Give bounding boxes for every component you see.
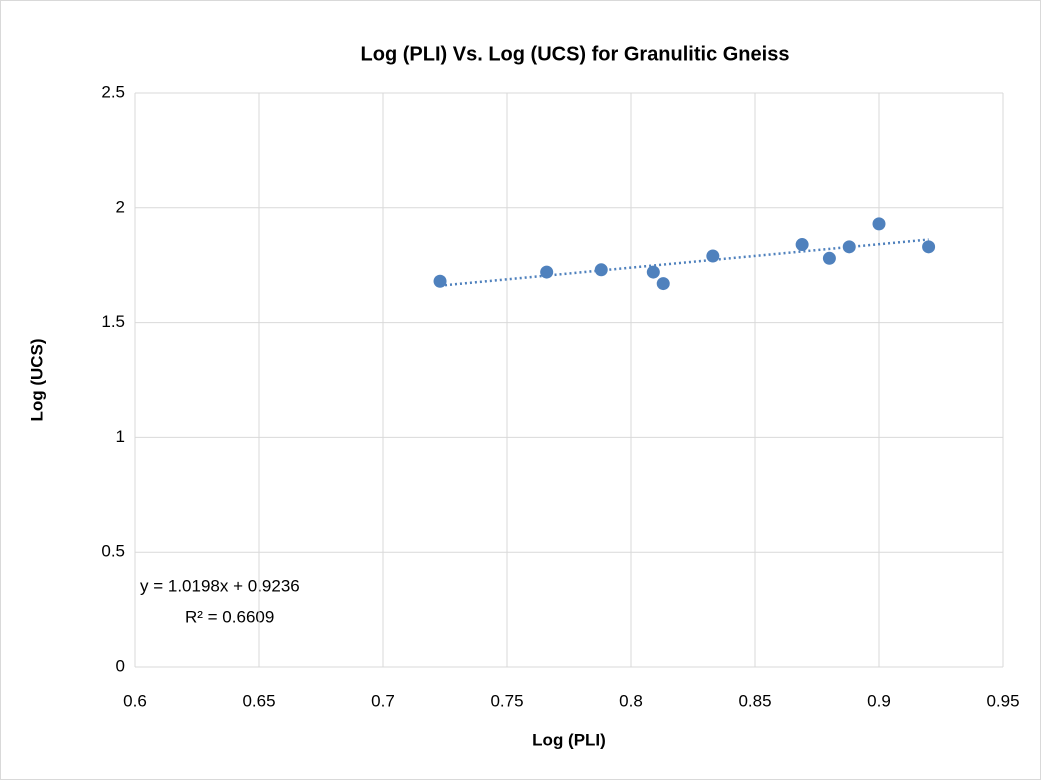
point xyxy=(656,277,670,291)
point xyxy=(646,265,660,279)
x-tick-label: 0.75 xyxy=(490,691,523,710)
y-tick-label: 0 xyxy=(116,656,125,675)
point xyxy=(594,263,608,277)
x-tick-label: 0.85 xyxy=(738,691,771,710)
x-tick-label: 0.8 xyxy=(619,691,643,710)
point xyxy=(922,240,936,254)
x-axis-label: Log (PLI) xyxy=(532,730,606,749)
point xyxy=(540,265,554,279)
x-tick-label: 0.95 xyxy=(986,691,1019,710)
point xyxy=(842,240,856,254)
point xyxy=(433,274,447,288)
y-tick-label: 1.5 xyxy=(101,312,125,331)
trendline xyxy=(439,238,929,287)
point xyxy=(822,251,836,265)
x-tick-label: 0.6 xyxy=(123,691,147,710)
point xyxy=(706,249,720,263)
x-tick-label: 0.7 xyxy=(371,691,395,710)
point xyxy=(795,238,809,252)
chart-title: Log (PLI) Vs. Log (UCS) for Granulitic G… xyxy=(361,43,790,65)
x-tick-label: 0.65 xyxy=(242,691,275,710)
r-squared: R² = 0.6609 xyxy=(185,607,274,626)
y-tick-label: 2.5 xyxy=(101,82,125,101)
trendline-equation: y = 1.0198x + 0.9236 xyxy=(140,576,300,595)
x-tick-label: 0.9 xyxy=(867,691,891,710)
y-axis-label: Log (UCS) xyxy=(27,338,46,421)
y-tick-label: 0.5 xyxy=(101,542,125,561)
point xyxy=(872,217,886,231)
y-tick-label: 1 xyxy=(116,427,125,446)
y-tick-label: 2 xyxy=(116,197,125,216)
